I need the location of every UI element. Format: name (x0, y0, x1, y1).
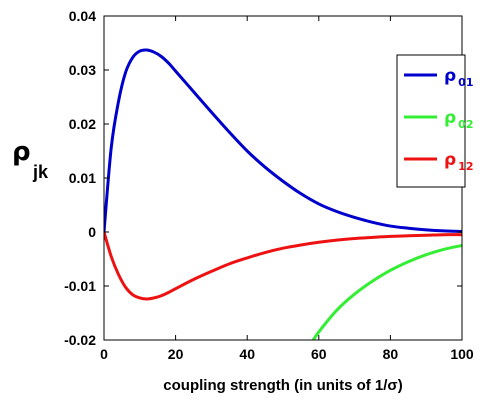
y-tick-label: -0.02 (64, 332, 96, 348)
y-tick-label: 0.01 (69, 170, 96, 186)
y-axis-label-symbol: ρ (12, 137, 31, 167)
y-tick-label: -0.01 (64, 278, 96, 294)
series-line-02 (311, 244, 462, 340)
y-tick-label: 0 (88, 224, 96, 240)
y-tick-label: 0.02 (69, 116, 96, 132)
legend: ρ 01ρ 02ρ 12 (396, 54, 473, 188)
y-tick-label: 0.03 (69, 62, 96, 78)
legend-label-subscript: 12 (458, 160, 473, 173)
x-tick-label: 0 (100, 346, 108, 362)
y-axis-label: ρ jk (12, 137, 49, 182)
x-tick-label: 40 (239, 346, 255, 362)
legend-box (396, 54, 466, 188)
legend-label-subscript: 02 (458, 118, 473, 131)
x-axis-label: coupling strength (in units of 1/σ) (163, 377, 402, 394)
series-line-12 (104, 231, 462, 301)
series-layer (104, 48, 462, 340)
x-tick-label: 20 (168, 346, 184, 362)
legend-label-subscript: 01 (458, 76, 473, 89)
x-tick-label: 60 (311, 346, 327, 362)
x-tick-label: 80 (383, 346, 399, 362)
y-tick-label: 0.04 (69, 8, 96, 24)
y-axis-label-subscript: jk (32, 162, 49, 182)
x-tick-label: 100 (450, 346, 474, 362)
series-line-01 (104, 48, 462, 233)
